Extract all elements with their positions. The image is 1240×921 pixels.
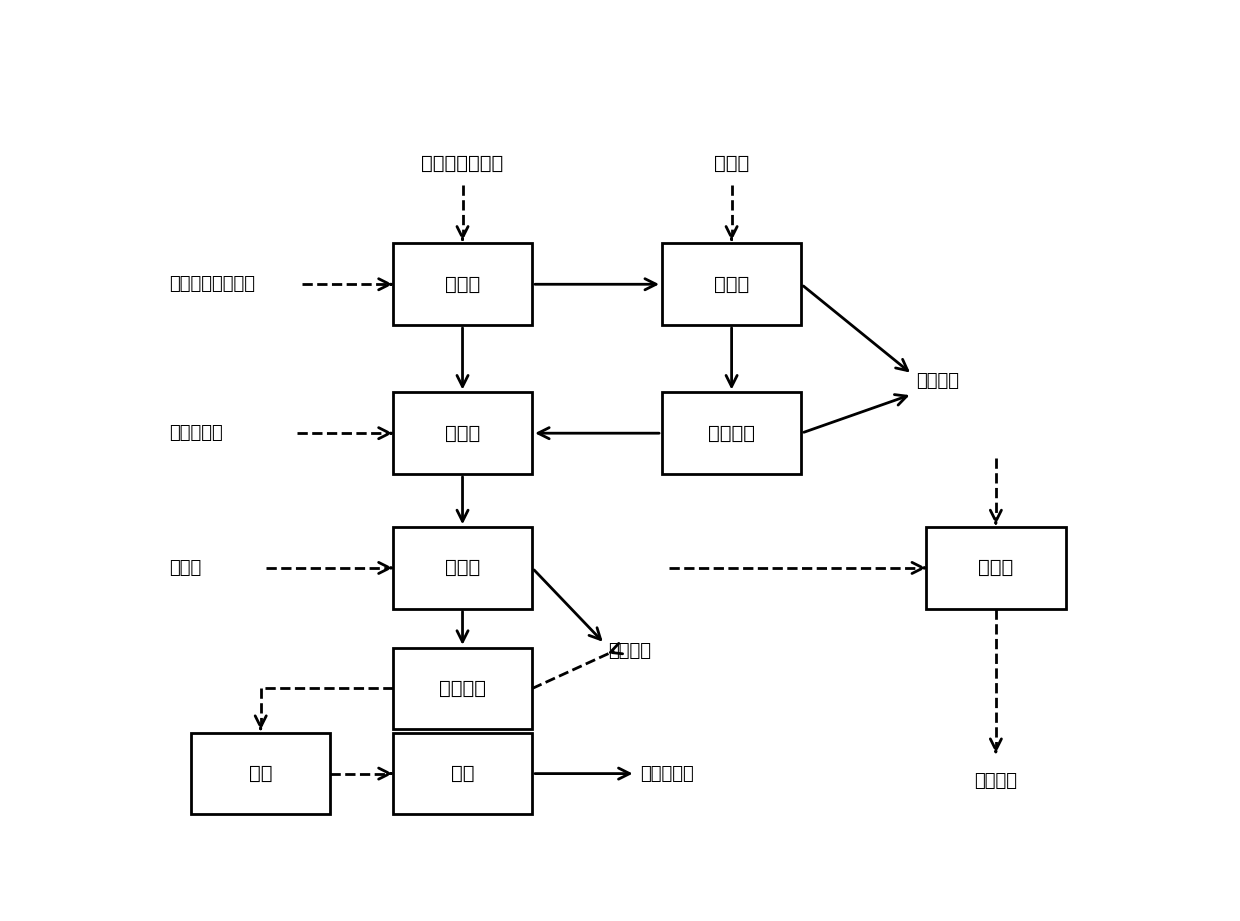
Text: 自来水: 自来水	[714, 154, 749, 173]
Text: 中和池: 中和池	[978, 558, 1013, 577]
Text: 水洗塔: 水洗塔	[445, 558, 480, 577]
Bar	[393, 243, 532, 325]
Text: 水洗塔: 水洗塔	[714, 274, 749, 294]
Text: 氢氧化颅水溶液: 氢氧化颅水溶液	[422, 154, 503, 173]
Text: 干燥: 干燥	[249, 764, 273, 783]
Text: 硷洗池: 硷洗池	[445, 274, 480, 294]
Bar	[662, 392, 801, 474]
Bar	[393, 733, 532, 814]
Text: 硷性废水: 硷性废水	[916, 372, 959, 391]
Bar	[191, 733, 330, 814]
Text: 酸洗池: 酸洗池	[445, 424, 480, 443]
Text: 废水排放: 废水排放	[975, 772, 1017, 789]
Bar	[662, 243, 801, 325]
Bar	[393, 527, 532, 609]
Text: 自来水: 自来水	[170, 559, 202, 577]
Text: 一、二级固体颗粒: 一、二级固体颗粒	[170, 275, 255, 293]
Text: 离心分离: 离心分离	[708, 424, 755, 443]
Text: 酸性废水: 酸性废水	[609, 642, 651, 660]
Bar	[393, 392, 532, 474]
Text: 盐酸水溶液: 盐酸水溶液	[170, 425, 223, 442]
Text: 离心分离: 离心分离	[439, 679, 486, 698]
Bar	[926, 527, 1065, 609]
Text: 分级: 分级	[451, 764, 474, 783]
Text: 碳化硅颗粒: 碳化硅颗粒	[640, 764, 694, 783]
Bar	[393, 647, 532, 729]
